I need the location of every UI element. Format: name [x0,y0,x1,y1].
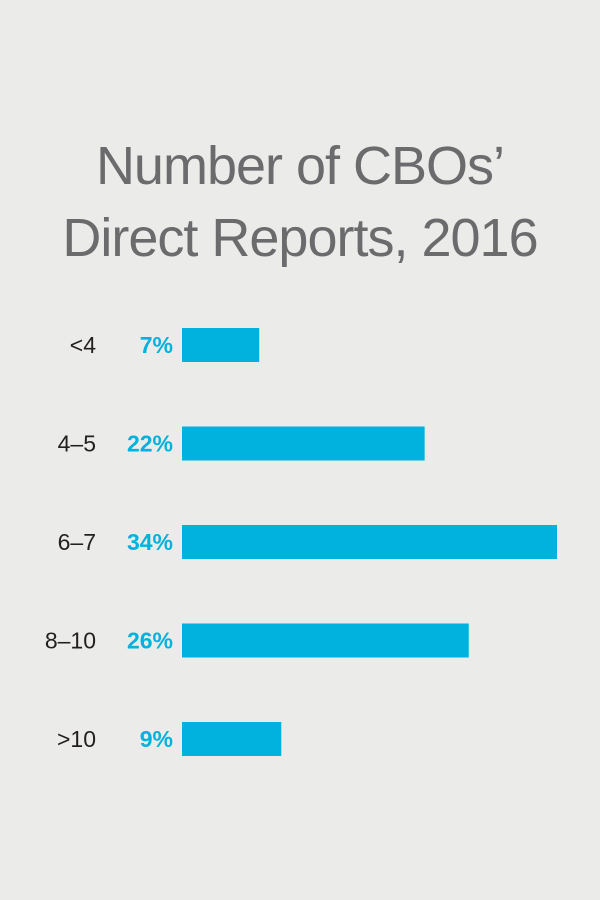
category-label-5: >10 [57,726,96,752]
category-label-3: 6–7 [58,529,96,555]
bars-group: 7% <4 22% 4–5 34% 6–7 26% 8–10 9% >10 [45,328,557,756]
value-label-3: 34% [127,529,173,555]
value-label-4: 26% [127,628,173,654]
bar-5 [182,722,282,756]
value-label-2: 22% [127,431,173,457]
category-label-1: <4 [70,332,96,358]
category-label-2: 4–5 [58,431,96,457]
bar-3 [182,525,557,559]
value-label-1: 7% [140,332,173,358]
value-label-5: 9% [140,726,173,752]
chart-title-line-1: Number of CBOs’ [96,136,504,196]
category-label-4: 8–10 [45,628,96,654]
bar-2 [182,426,425,461]
bar-1 [182,328,260,362]
chart-title-line-2: Direct Reports, 2016 [62,208,537,268]
bar-4 [182,623,469,658]
